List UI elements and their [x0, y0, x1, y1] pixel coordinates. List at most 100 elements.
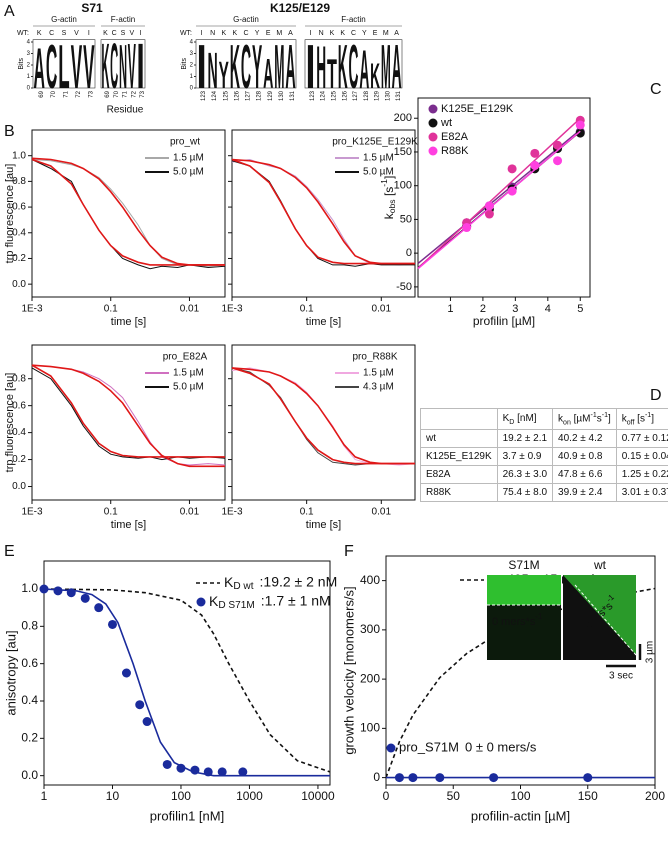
y-tick-label: -50	[396, 281, 412, 293]
residue-number: 73	[88, 90, 94, 97]
residue-number: 124	[321, 90, 327, 101]
data-point	[575, 120, 585, 130]
header-cell: KD [nM]	[496, 407, 554, 431]
text-part: k	[621, 413, 627, 425]
logo-letter: A	[263, 50, 273, 97]
header-cell: kon [µM-1s-1]	[552, 407, 617, 431]
table-cell: 1.25 ± 0.22	[615, 465, 668, 485]
kinetics-table: KD [nM] kon [µM-1s-1] koff [s-1] wt 19.2 ± 2…	[420, 407, 668, 503]
text-part: ]	[651, 413, 654, 425]
x-tick-label: 50	[447, 789, 461, 803]
table-cell: K125E_E129K	[420, 447, 498, 467]
x-axis-label: time [s]	[306, 316, 341, 328]
table-header: KD [nM] kon [µM-1s-1] koff [s-1]	[420, 407, 668, 431]
logo-letter: I	[305, 31, 315, 101]
text-part: obs	[387, 199, 397, 213]
y-tick-label: 0.4	[12, 227, 26, 238]
residue-number: 71	[123, 90, 129, 97]
y-tick-label: 200	[394, 112, 412, 124]
legend-label: wt	[440, 117, 452, 129]
legend-label: 4.3 µM	[363, 382, 394, 393]
group-label: G-actin	[51, 15, 77, 24]
x-axis-label: profilin [µM]	[473, 314, 535, 328]
data-point	[66, 588, 76, 598]
legend-value: 0 ± 0 mers/s	[465, 739, 537, 754]
x-tick-label: 1	[447, 303, 453, 315]
legend-label: KD S71M	[209, 593, 255, 611]
legend-label: 5.0 µM	[173, 382, 204, 393]
wt-residue: K	[103, 30, 108, 37]
data-point	[575, 128, 585, 138]
wt-residue: V	[74, 30, 79, 37]
logo-frame	[100, 39, 146, 89]
legend-title: pro_E82A	[163, 352, 208, 363]
data-point	[238, 767, 248, 777]
legend-label: 1.5 µM	[173, 368, 204, 379]
logo-letter: V	[128, 31, 136, 103]
text-part: [µM	[570, 413, 591, 425]
table-cell: 3.7 ± 0.9	[496, 447, 554, 467]
residue-number: 131	[290, 90, 296, 101]
legend-label: K125E_E129K	[441, 103, 514, 115]
logo-letter: A	[33, 37, 44, 101]
residue-number: 123	[310, 90, 316, 101]
table-cell: 3.01 ± 0.37	[615, 483, 668, 503]
logo-letter: I	[196, 31, 206, 101]
bits-tick-label: 2	[27, 63, 31, 69]
text-part: K	[224, 574, 234, 590]
wt-residue: S	[62, 30, 67, 37]
logo-letter: C	[349, 31, 359, 101]
kymograph-right-growth	[563, 575, 636, 655]
panel-label: B	[4, 123, 15, 140]
wt-residue: N	[210, 30, 215, 37]
y-tick-label: 50	[400, 213, 412, 225]
logo-title: S71	[81, 1, 103, 15]
wt-residue: E	[373, 30, 378, 37]
plot-frame	[43, 560, 331, 786]
text-part: D	[509, 418, 515, 426]
wt-residue: K	[330, 30, 335, 37]
logo-letter: K	[101, 31, 109, 103]
y-axis-label: trp fluorescence [au]	[4, 373, 16, 473]
x-tick-label: 1	[41, 789, 48, 803]
x-axis-label: time [s]	[111, 519, 146, 531]
y-axis-label: kobs [s-1]	[379, 176, 397, 220]
data-point	[484, 209, 494, 219]
y-tick-label: 0.2	[21, 731, 38, 745]
data-point	[162, 759, 172, 769]
x-tick-label: 1E-3	[21, 507, 43, 518]
data-point	[94, 603, 104, 613]
text-part: ]	[382, 176, 396, 179]
wt-residue: I	[140, 30, 142, 37]
bits-tick-label: 3	[190, 51, 194, 57]
x-axis-label: time [s]	[306, 519, 341, 531]
data-point	[484, 201, 494, 211]
fit-line	[417, 129, 581, 265]
inset-rate: 0 mers*s-1	[492, 612, 543, 628]
bits-label: Bits	[18, 58, 25, 70]
y-tick-label: 100	[394, 180, 412, 192]
y-tick-label: 1.0	[12, 150, 26, 161]
y-tick-label: 0.0	[21, 768, 38, 782]
y-tick-label: 200	[360, 671, 380, 685]
data-point	[121, 668, 131, 678]
fit-curve	[231, 367, 415, 465]
logo-letter: L	[58, 31, 69, 101]
table-row: wt 19.2 ± 2.1 40.2 ± 4.2 0.77 ± 0.12	[420, 429, 668, 449]
table-cell: 47.8 ± 6.6	[552, 465, 617, 485]
residue-number: 126	[342, 90, 348, 101]
table-body: wt 19.2 ± 2.1 40.2 ± 4.2 0.77 ± 0.12 K125E_E…	[420, 429, 668, 503]
logo-letter: H	[316, 33, 326, 102]
group-label: F-actin	[111, 15, 135, 24]
residue-number: 128	[257, 90, 263, 101]
plot-frame	[31, 344, 226, 501]
wt-residue: A	[394, 30, 399, 37]
text-part: -1	[590, 412, 597, 419]
table-row: R88K 75.4 ± 8.0 39.9 ± 2.4 3.01 ± 0.37	[420, 483, 668, 503]
logo-title: K125/E129	[270, 1, 330, 15]
x-tick-label: 0.1	[104, 304, 118, 315]
residue-number: 127	[246, 90, 252, 101]
logo-letter: M	[381, 31, 391, 101]
logo-letter: A	[392, 31, 402, 101]
x-tick-label: 10	[106, 789, 120, 803]
